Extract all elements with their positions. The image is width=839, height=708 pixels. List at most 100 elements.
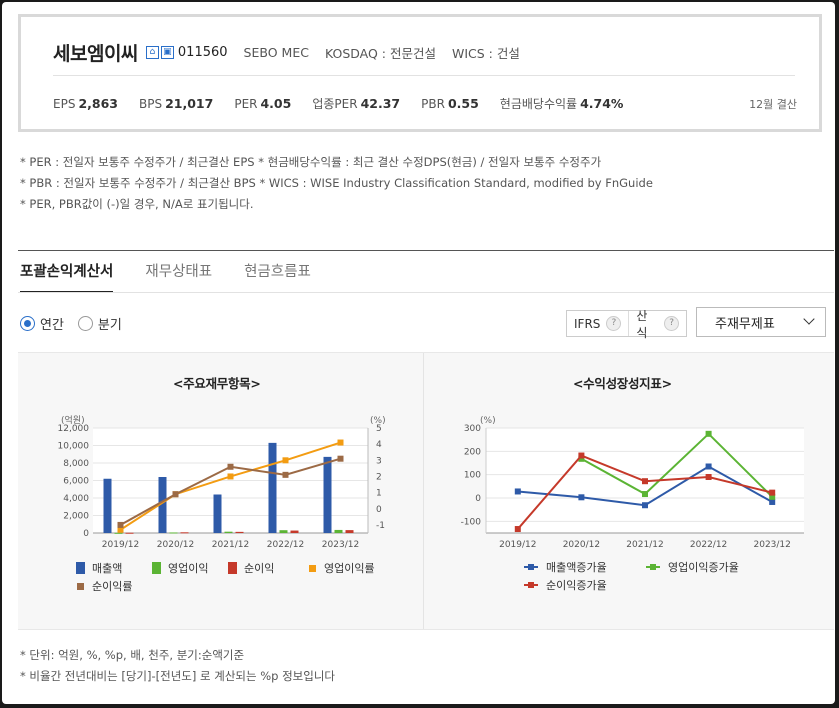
fiscal-year-end: 12월 결산	[749, 98, 797, 111]
company-wics: WICS : 건설	[452, 46, 520, 61]
y-tick-right: 2	[376, 472, 382, 482]
metric-dividend-yield: 현금배당수익률 4.74%	[499, 96, 624, 111]
bar-매출액	[213, 494, 222, 533]
bar-순이익	[290, 530, 299, 533]
calc-help-icon[interactable]: ?	[664, 316, 679, 331]
bar-영업이익	[279, 530, 288, 533]
point-순이익률	[337, 455, 344, 462]
point-순이익률	[172, 491, 179, 498]
period-selector: 연간 분기	[20, 314, 136, 333]
y-tick-right: 3	[376, 456, 382, 466]
radio-annual[interactable]: 연간	[20, 314, 64, 333]
x-tick-label: 2023/12	[322, 540, 359, 550]
building-icon[interactable]: ▣	[160, 46, 174, 59]
metric-pbr: PBR 0.55	[421, 96, 479, 111]
ifrs-help-icon[interactable]: ?	[606, 316, 622, 331]
chart-separator	[423, 353, 424, 629]
note-line: * 비율간 전년대비는 [당기]-[전년도] 로 계산되는 %p 정보입니다	[20, 669, 335, 683]
x-tick-label: 2021/12	[212, 540, 249, 550]
chart-title-main-items: <주요재무항목>	[173, 376, 261, 391]
radio-quarterly-circle[interactable]	[77, 316, 93, 331]
point-순이익증가율	[705, 474, 712, 480]
bar-영업이익	[224, 531, 233, 533]
point-영업이익증가율	[642, 491, 648, 498]
chevron-down-icon	[803, 313, 815, 325]
y-tick-left: 4,000	[63, 494, 89, 504]
company-market: KOSDAQ : 전문건설	[324, 46, 436, 61]
metric-per: PER 4.05	[234, 96, 292, 111]
company-english-name: SEBO MEC	[243, 45, 309, 60]
point-영업이익증가율	[578, 455, 585, 462]
definition-notes: * PER : 전일자 보통주 수정주가 / 최근결산 EPS * 현금배당수익…	[20, 152, 653, 215]
x-tick-label: 2020/12	[563, 540, 600, 550]
legend-label: 순이익	[244, 562, 274, 575]
radio-annual-label: 연간	[40, 318, 64, 333]
unit-notes: * 단위: 억원, %, %p, 배, 천주, 분기:순액기준 * 비율간 전년…	[20, 645, 335, 687]
point-순이익률	[227, 463, 234, 470]
point-영업이익증가율	[705, 430, 712, 437]
point-순이익률	[282, 471, 289, 478]
bar-영업이익	[114, 532, 123, 534]
legend-marker	[76, 562, 85, 574]
y-axis-label-right: (%)	[370, 416, 386, 426]
y-tick-left: 6,000	[63, 477, 89, 487]
calc-label: 산식	[636, 308, 648, 340]
note-line: * PER : 전일자 보통주 수정주가 / 최근결산 EPS * 현금배당수익…	[20, 155, 602, 169]
metric-industry-per: 업종PER 42.37	[312, 96, 401, 111]
radio-annual-circle[interactable]	[20, 316, 35, 331]
x-tick-label: 2020/12	[157, 540, 194, 550]
y-axis-label-left: (억원)	[61, 414, 85, 426]
point-순이익률	[117, 521, 124, 528]
radio-quarterly-label: 분기	[97, 318, 122, 333]
statement-type-dropdown[interactable]: 주재무제표	[696, 307, 826, 337]
y-tick: 100	[464, 471, 481, 481]
radio-quarterly[interactable]: 분기	[77, 314, 122, 333]
legend-label: 순이익률	[92, 580, 132, 593]
y-tick-right: -1	[376, 521, 385, 531]
metric-bps: BPS 21,017	[138, 96, 214, 111]
x-tick-label: 2021/12	[626, 540, 663, 550]
x-tick-label: 2019/12	[102, 540, 139, 550]
bar-매출액	[158, 477, 167, 533]
tab-balance-sheet[interactable]: 재무상태표	[145, 264, 213, 280]
point-매출액증가율	[578, 494, 585, 501]
y-tick-right: 4	[376, 440, 382, 450]
y-tick: 0	[475, 494, 481, 504]
y-tick-right: 0	[376, 505, 382, 515]
legend-label: 순이익증가율	[546, 579, 607, 592]
point-순이익증가율	[642, 478, 648, 485]
growth-chart: 300 200 100 0 -100 (%) 2019/12 2020/12 2021/12 20…	[461, 416, 804, 592]
x-tick-label: 2019/12	[499, 540, 536, 550]
point-순이익증가율	[578, 452, 585, 459]
company-code: 011560	[177, 45, 228, 60]
bar-매출액	[323, 456, 332, 533]
point-영업이익률	[117, 526, 124, 533]
bar-영업이익	[169, 532, 178, 534]
point-매출액증가율	[514, 488, 521, 495]
point-매출액증가율	[769, 498, 776, 505]
legend-marker	[77, 583, 84, 590]
x-tick-label: 2022/12	[690, 540, 727, 550]
home-icon[interactable]: ⌂	[145, 46, 159, 59]
y-tick: 300	[464, 424, 481, 434]
dropdown-selected: 주재무제표	[715, 316, 775, 332]
note-line: * PER, PBR값이 (-)일 경우, N/A로 표기됩니다.	[20, 197, 254, 211]
legend-label: 영업이익률	[324, 562, 375, 575]
y-tick: -100	[461, 517, 482, 527]
point-영업이익률	[337, 439, 344, 446]
y-tick-left: 12,000	[58, 424, 90, 434]
main-items-chart: 12,000 10,000 8,000 6,000 4,000 2,000 0 5 4 3 2 1 0 -…	[58, 414, 386, 593]
ifrs-option[interactable]: IFRS ?	[567, 311, 628, 336]
chart-title-growth: <수익성장성지표>	[573, 376, 672, 391]
y-axis-label: (%)	[480, 416, 496, 426]
metric-eps: EPS 2,863	[53, 96, 118, 111]
bar-영업이익	[334, 529, 343, 533]
ifrs-label: IFRS	[574, 316, 601, 331]
tab-income-statement[interactable]: 포괄손익계산서	[20, 260, 114, 293]
point-영업이익률	[227, 473, 234, 480]
option-box: IFRS ? 산식 ?	[566, 309, 687, 340]
legend-label: 영업이익	[168, 562, 208, 575]
tab-cash-flow[interactable]: 현금흐름표	[244, 264, 311, 280]
legend-marker	[228, 562, 237, 574]
calc-option[interactable]: 산식 ?	[628, 309, 686, 340]
